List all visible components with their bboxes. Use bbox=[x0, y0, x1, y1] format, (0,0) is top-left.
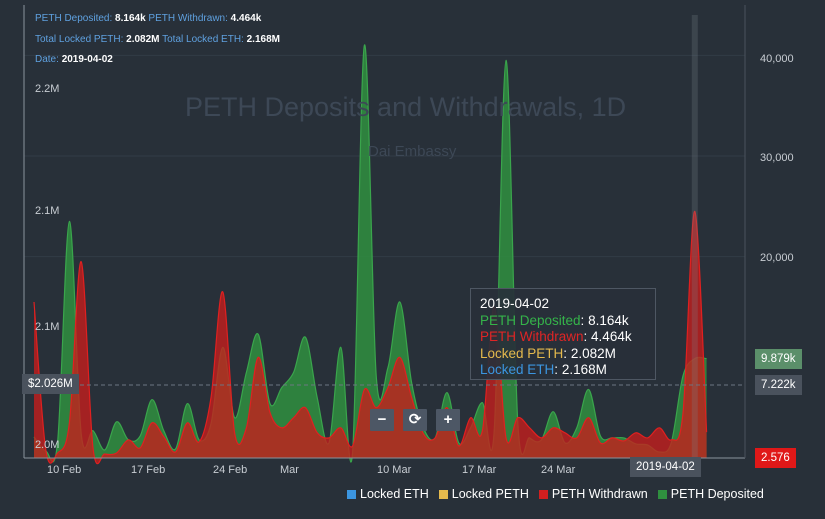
x-axis-tick-label: 10 Mar bbox=[377, 464, 412, 476]
tooltip-withdrawn-label: PETH Withdrawn bbox=[480, 329, 584, 344]
legend-swatch-peth-withdrawn bbox=[538, 489, 548, 499]
left-axis-tick-label: 2.1M bbox=[35, 205, 60, 217]
info-locked-peth-value: 2.082M bbox=[126, 34, 160, 45]
deposited-series-area bbox=[34, 44, 707, 463]
tooltip-locked-peth: Locked PETH: 2.082M bbox=[480, 345, 616, 361]
tooltip-locked-eth: Locked ETH: 2.168M bbox=[480, 362, 607, 377]
left-axis-tick-label: 2.0M bbox=[35, 439, 60, 451]
info-line-1: PETH Deposited: 8.164k PETH Withdrawn: 4… bbox=[35, 13, 261, 24]
legend-label-locked-eth: Locked ETH bbox=[360, 487, 429, 501]
right-axis-tick-label: 30,000 bbox=[760, 152, 794, 164]
tooltip-locked-peth-label: Locked PETH bbox=[480, 345, 564, 361]
info-line-3: Date: 2019-04-02 bbox=[35, 54, 113, 65]
x-axis-tick-label: 24 Feb bbox=[213, 464, 248, 476]
legend-swatch-locked-peth bbox=[438, 489, 448, 499]
x-axis-tick-label: 24 Mar bbox=[541, 464, 576, 476]
legend-swatch-peth-deposited bbox=[657, 489, 667, 499]
info-date-label: Date: bbox=[35, 54, 59, 65]
right-crosshair-value-tag: 7.222k bbox=[755, 375, 802, 395]
x-axis-tick-label: 10 Feb bbox=[47, 464, 82, 476]
zoom-out-button[interactable]: − bbox=[370, 409, 394, 431]
tooltip-deposited: PETH Deposited: 8.164k bbox=[480, 312, 629, 328]
tooltip-withdrawn-value: 4.464k bbox=[591, 329, 632, 344]
legend-item-locked-eth[interactable]: Locked ETH bbox=[347, 487, 429, 501]
tooltip-deposited-value: 8.164k bbox=[588, 312, 629, 328]
right-axis-tick-label: 20,000 bbox=[760, 252, 794, 264]
info-deposited-value: 8.164k bbox=[115, 13, 146, 24]
legend-label-locked-peth: Locked PETH bbox=[451, 487, 529, 501]
info-line-2: Total Locked PETH: 2.082M Total Locked E… bbox=[35, 34, 280, 45]
info-deposited-label: PETH Deposited: bbox=[35, 13, 113, 24]
chart-watermark-title: PETH Deposits and Withdrawals, 1D bbox=[185, 92, 627, 122]
right-withdrawn-value-tag: 2.576 bbox=[755, 448, 796, 468]
right-axis-tick-label: 40,000 bbox=[760, 53, 794, 65]
tooltip-deposited-label: PETH Deposited bbox=[480, 312, 581, 328]
chart-legend: Locked ETH Locked PETH PETH Withdrawn PE… bbox=[347, 487, 764, 501]
tooltip-withdrawn: PETH Withdrawn: 4.464k bbox=[480, 329, 632, 344]
tooltip-locked-eth-label: Locked ETH bbox=[480, 362, 555, 377]
info-withdrawn-label: PETH Withdrawn: bbox=[148, 13, 228, 24]
withdrawn-series-line bbox=[33, 210, 708, 465]
info-date-value: 2019-04-02 bbox=[61, 54, 113, 65]
x-axis-tick-label: 17 Mar bbox=[462, 464, 497, 476]
crosshair-left-value-tag: $2.026M bbox=[22, 374, 79, 394]
legend-swatch-locked-eth bbox=[347, 489, 356, 499]
legend-item-locked-peth[interactable]: Locked PETH bbox=[438, 487, 529, 501]
left-axis-tick-label: 2.1M bbox=[35, 321, 60, 333]
x-axis-tick-label: 17 Feb bbox=[131, 464, 166, 476]
chart-tooltip: 2019-04-02 PETH Deposited: 8.164k PETH W… bbox=[470, 288, 656, 380]
tooltip-locked-peth-value: 2.082M bbox=[570, 345, 616, 361]
chart-watermark-subtitle: Dai Embassy bbox=[368, 143, 457, 160]
info-locked-peth-label: Total Locked PETH: bbox=[35, 34, 124, 45]
x-axis-tick-label: Mar bbox=[280, 464, 299, 476]
tooltip-date: 2019-04-02 bbox=[480, 296, 550, 311]
legend-label-peth-withdrawn: PETH Withdrawn bbox=[551, 487, 648, 501]
info-withdrawn-value: 4.464k bbox=[230, 13, 262, 24]
left-axis-tick-label: 2.2M bbox=[35, 83, 60, 95]
crosshair-vertical bbox=[691, 15, 698, 458]
legend-item-peth-withdrawn[interactable]: PETH Withdrawn bbox=[538, 487, 648, 501]
tooltip-locked-eth-value: 2.168M bbox=[561, 362, 607, 377]
legend-label-peth-deposited: PETH Deposited bbox=[670, 487, 764, 501]
deposited-series-line bbox=[33, 44, 707, 463]
legend-item-peth-deposited[interactable]: PETH Deposited bbox=[657, 487, 764, 501]
right-deposited-value-tag: 9.879k bbox=[755, 349, 802, 369]
reset-zoom-button[interactable]: ⟳ bbox=[403, 409, 427, 431]
info-locked-eth-label: Total Locked ETH: bbox=[162, 34, 244, 45]
zoom-in-button[interactable]: + bbox=[436, 409, 460, 431]
info-locked-eth-value: 2.168M bbox=[246, 34, 280, 45]
crosshair-date-tag: 2019-04-02 bbox=[630, 457, 701, 477]
